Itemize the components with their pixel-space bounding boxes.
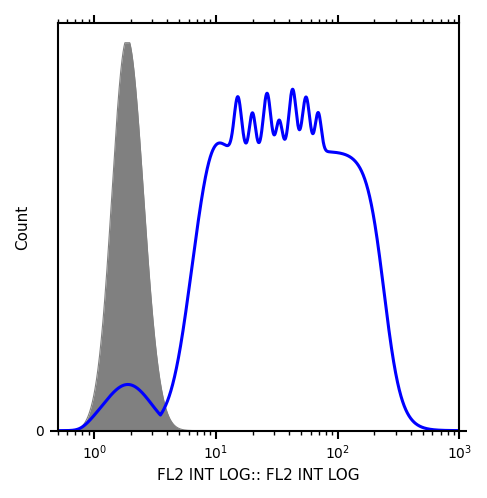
X-axis label: FL2 INT LOG:: FL2 INT LOG: FL2 INT LOG:: FL2 INT LOG xyxy=(157,468,360,483)
Y-axis label: Count: Count xyxy=(15,204,30,249)
